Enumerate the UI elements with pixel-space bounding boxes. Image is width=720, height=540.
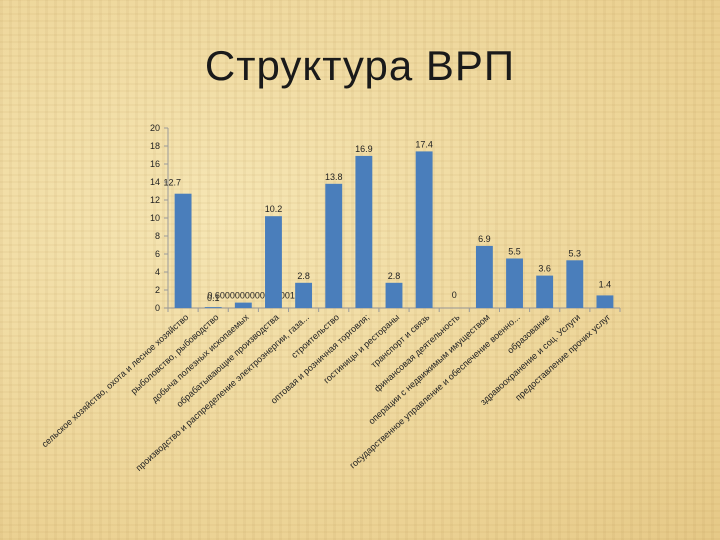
data-label: 12.7	[164, 178, 182, 188]
data-label: 0.6000000000000001	[207, 291, 295, 301]
data-label: 0.1	[207, 293, 220, 303]
data-label: 2.8	[297, 271, 310, 281]
y-tick-label: 14	[150, 177, 160, 187]
bar	[174, 193, 192, 308]
y-tick-label: 8	[155, 231, 160, 241]
data-label: 0	[452, 290, 457, 300]
y-tick-label: 12	[150, 195, 160, 205]
bar	[265, 216, 282, 308]
bar	[415, 151, 433, 308]
y-tick-label: 18	[150, 141, 160, 151]
bar	[295, 282, 313, 308]
y-tick-label: 4	[155, 267, 160, 277]
bar	[475, 245, 493, 308]
data-label: 13.8	[325, 172, 343, 182]
data-label: 5.5	[508, 247, 521, 257]
y-tick-label: 10	[150, 213, 160, 223]
data-label: 17.4	[415, 139, 433, 149]
bar	[385, 282, 403, 308]
y-tick-label: 16	[150, 159, 160, 169]
y-tick-label: 6	[155, 249, 160, 259]
y-tick-label: 0	[155, 303, 160, 313]
bar	[355, 155, 373, 308]
bar	[566, 260, 584, 308]
data-label: 6.9	[478, 234, 491, 244]
bar	[204, 307, 222, 308]
slide-title: Структура ВРП	[204, 42, 516, 89]
data-label: 2.8	[388, 271, 401, 281]
bar	[596, 295, 614, 308]
data-label: 3.6	[538, 264, 551, 274]
bar	[234, 302, 252, 308]
data-label: 16.9	[355, 144, 373, 154]
data-label: 1.4	[599, 279, 612, 289]
data-label: 5.3	[569, 248, 582, 258]
y-tick-label: 2	[155, 285, 160, 295]
bar	[325, 183, 343, 308]
data-label: 10.2	[265, 204, 283, 214]
bar	[506, 258, 523, 308]
y-tick-label: 20	[150, 123, 160, 133]
bar	[536, 275, 554, 308]
